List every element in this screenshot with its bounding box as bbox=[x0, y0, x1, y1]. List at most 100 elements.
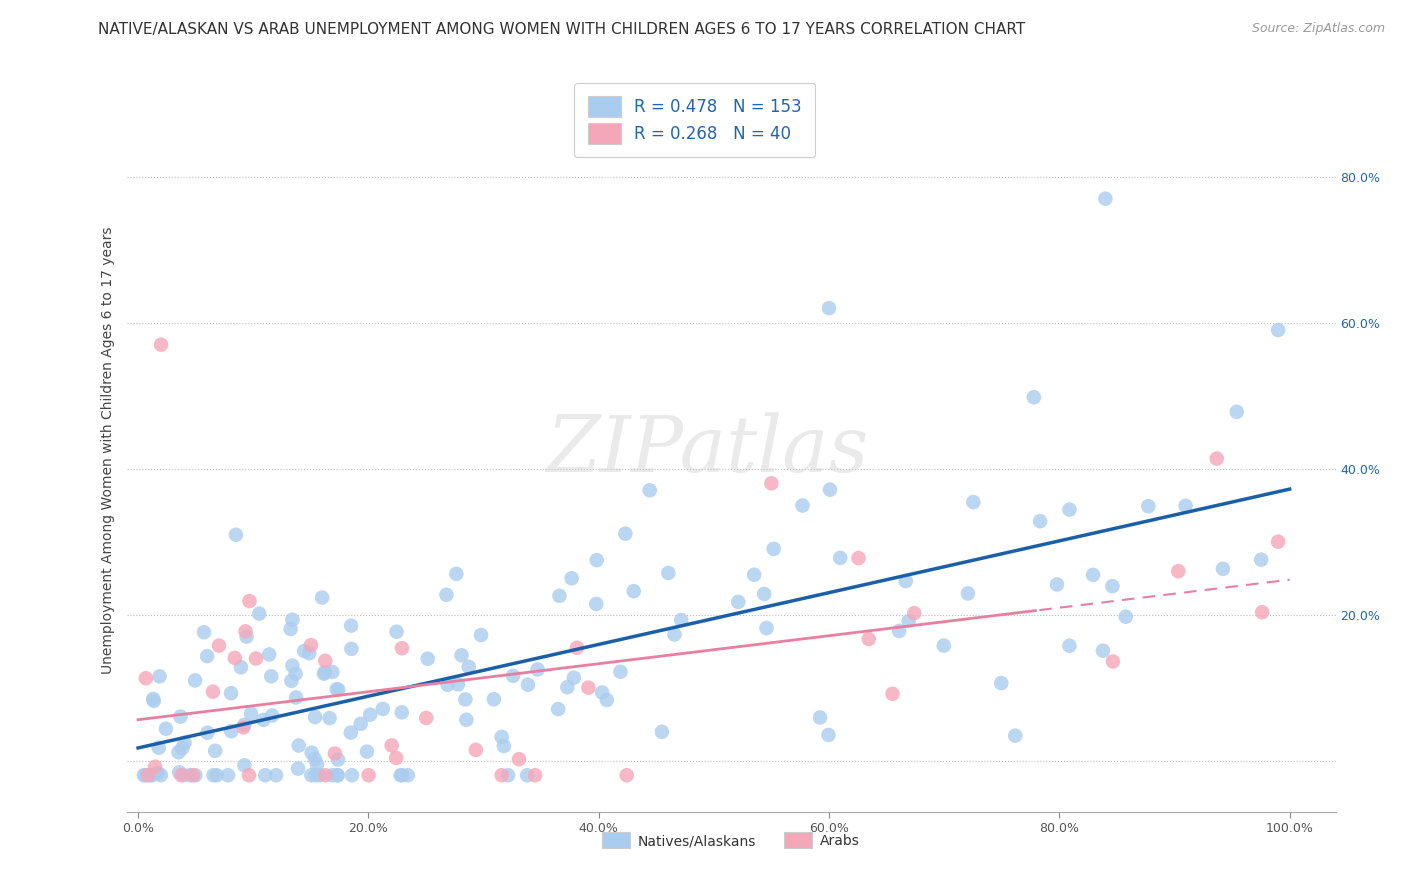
Point bbox=[1174, 499, 1197, 513]
Point bbox=[858, 632, 880, 646]
Point bbox=[1115, 609, 1137, 624]
Point bbox=[148, 740, 170, 755]
Point bbox=[616, 768, 638, 782]
Point bbox=[356, 745, 378, 759]
Point bbox=[657, 566, 679, 580]
Point bbox=[204, 744, 226, 758]
Point bbox=[314, 768, 336, 782]
Point bbox=[225, 528, 247, 542]
Point bbox=[285, 690, 308, 705]
Point bbox=[415, 711, 437, 725]
Point bbox=[1046, 577, 1069, 591]
Point bbox=[233, 758, 256, 772]
Point bbox=[830, 550, 852, 565]
Point bbox=[359, 707, 381, 722]
Point bbox=[565, 640, 588, 655]
Point bbox=[482, 692, 505, 706]
Point bbox=[307, 757, 329, 772]
Point bbox=[155, 722, 177, 736]
Point bbox=[742, 567, 765, 582]
Point bbox=[614, 526, 637, 541]
Point bbox=[323, 747, 346, 761]
Point bbox=[314, 654, 336, 668]
Point bbox=[167, 765, 190, 780]
Point bbox=[385, 751, 408, 765]
Point bbox=[436, 588, 458, 602]
Point bbox=[524, 768, 547, 782]
Point bbox=[576, 681, 599, 695]
Point bbox=[280, 622, 302, 636]
Point bbox=[299, 638, 322, 652]
Point bbox=[808, 710, 831, 724]
Point bbox=[238, 768, 260, 782]
Point bbox=[882, 687, 904, 701]
Point bbox=[1059, 639, 1081, 653]
Point bbox=[596, 693, 619, 707]
Point bbox=[391, 641, 413, 656]
Point bbox=[454, 692, 477, 706]
Point bbox=[1091, 643, 1114, 657]
Point bbox=[491, 730, 513, 744]
Point bbox=[956, 586, 979, 600]
Point bbox=[817, 728, 839, 742]
Point bbox=[262, 708, 284, 723]
Y-axis label: Unemployment Among Women with Children Ages 6 to 17 years: Unemployment Among Women with Children A… bbox=[101, 227, 115, 674]
Point bbox=[664, 627, 686, 641]
Point bbox=[195, 649, 218, 664]
Point bbox=[322, 768, 344, 782]
Point bbox=[287, 762, 309, 776]
Point bbox=[651, 724, 673, 739]
Point bbox=[184, 673, 207, 688]
Point bbox=[932, 639, 955, 653]
Point bbox=[496, 768, 519, 782]
Point bbox=[818, 483, 841, 497]
Point bbox=[235, 624, 257, 639]
Point bbox=[391, 706, 413, 720]
Point bbox=[447, 677, 470, 691]
Point bbox=[557, 680, 579, 694]
Point bbox=[1212, 562, 1234, 576]
Point bbox=[547, 702, 569, 716]
Point bbox=[321, 665, 343, 679]
Point bbox=[436, 678, 458, 692]
Point bbox=[284, 666, 307, 681]
Point bbox=[205, 768, 228, 782]
Point bbox=[312, 666, 335, 681]
Point bbox=[232, 720, 254, 734]
Point bbox=[792, 499, 814, 513]
Point bbox=[609, 665, 631, 679]
Point bbox=[245, 651, 267, 665]
Point bbox=[257, 648, 280, 662]
Point bbox=[1267, 323, 1289, 337]
Point bbox=[326, 753, 349, 767]
Point bbox=[585, 597, 607, 611]
Point bbox=[311, 591, 333, 605]
Point bbox=[585, 553, 607, 567]
Point bbox=[238, 594, 260, 608]
Point bbox=[754, 587, 776, 601]
Point bbox=[887, 624, 910, 638]
Point bbox=[224, 651, 246, 665]
Text: NATIVE/ALASKAN VS ARAB UNEMPLOYMENT AMONG WOMEN WITH CHILDREN AGES 6 TO 17 YEARS: NATIVE/ALASKAN VS ARAB UNEMPLOYMENT AMON… bbox=[98, 22, 1025, 37]
Point bbox=[1250, 552, 1272, 566]
Point bbox=[755, 621, 778, 635]
Point bbox=[350, 716, 373, 731]
Point bbox=[169, 709, 191, 723]
Point bbox=[1167, 564, 1189, 578]
Point bbox=[201, 684, 224, 698]
Point bbox=[252, 713, 274, 727]
Point bbox=[150, 337, 173, 351]
Point bbox=[308, 768, 330, 782]
Point bbox=[340, 768, 363, 782]
Point bbox=[287, 739, 309, 753]
Point bbox=[340, 618, 363, 632]
Point bbox=[762, 541, 785, 556]
Point bbox=[281, 613, 304, 627]
Point bbox=[357, 768, 380, 782]
Point bbox=[219, 686, 242, 700]
Point bbox=[1004, 729, 1026, 743]
Point bbox=[172, 741, 194, 756]
Point bbox=[508, 752, 530, 766]
Point bbox=[638, 483, 661, 498]
Point bbox=[193, 625, 215, 640]
